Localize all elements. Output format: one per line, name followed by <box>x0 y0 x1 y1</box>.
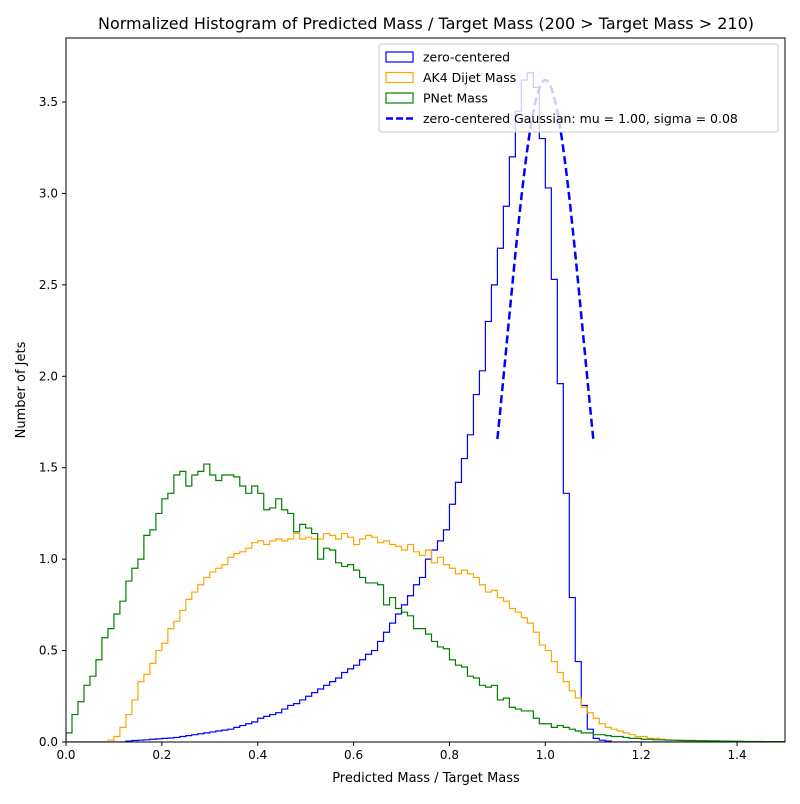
y-tick-label: 2.0 <box>39 369 58 383</box>
x-tick-label: 0.8 <box>440 748 459 762</box>
y-tick-label: 3.0 <box>39 186 58 200</box>
y-tick-label: 3.5 <box>39 95 58 109</box>
x-tick-label: 0.0 <box>56 748 75 762</box>
x-tick-label: 1.0 <box>536 748 555 762</box>
x-tick-label: 0.4 <box>248 748 267 762</box>
x-tick-label: 1.2 <box>632 748 651 762</box>
y-tick-label: 0.5 <box>39 644 58 658</box>
axes: 0.0 0.2 0.4 0.6 0.8 1.0 1.2 1.4 0.0 0.5 1.0 1.5 2.0 2… <box>39 37 786 762</box>
legend-label: PNet Mass <box>423 91 488 106</box>
histogram-series-zero-centered <box>66 72 785 742</box>
legend: zero-centered AK4 Dijet Mass PNet Mass zero… <box>378 43 779 133</box>
histogram-series-ak4-dijet-mass <box>66 532 785 742</box>
y-tick-label: 1.0 <box>39 552 58 566</box>
legend-label: zero-centered Gaussian: mu = 1.00, sigma… <box>423 111 738 126</box>
y-tick-label: 0.0 <box>39 735 58 749</box>
axes-frame <box>65 37 786 743</box>
y-tick-label: 2.5 <box>39 278 58 292</box>
x-tick-label: 0.2 <box>152 748 171 762</box>
legend-swatch <box>385 92 414 104</box>
legend-box <box>378 43 779 133</box>
x-axis-label: Predicted Mass / Target Mass <box>332 771 520 786</box>
x-tick-label: 1.4 <box>728 748 747 762</box>
y-tick-label: 1.5 <box>39 461 58 475</box>
histogram-series-pnet-mass <box>66 463 785 742</box>
legend-swatch <box>385 51 414 63</box>
legend-label: zero-centered <box>423 50 510 65</box>
x-tick-label: 0.6 <box>344 748 363 762</box>
legend-swatch <box>385 71 414 84</box>
chart-title: Normalized Histogram of Predicted Mass /… <box>98 14 754 33</box>
y-axis-label: Number of Jets <box>14 341 29 438</box>
legend-label: AK4 Dijet Mass <box>423 70 516 85</box>
